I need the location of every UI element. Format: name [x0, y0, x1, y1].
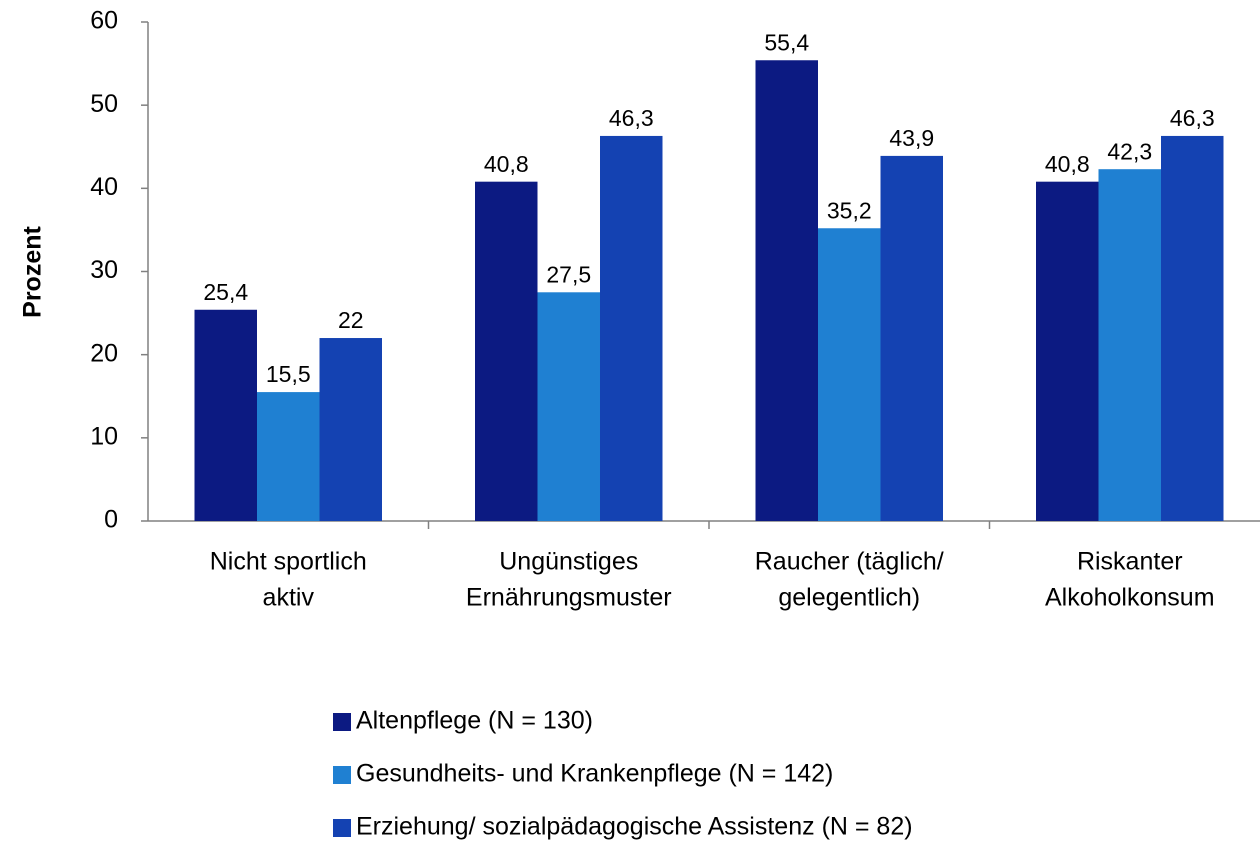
bar — [475, 181, 538, 521]
legend-swatch — [333, 713, 351, 731]
value-label: 46,3 — [1170, 105, 1215, 131]
bar — [537, 292, 600, 521]
y-axis-label: Prozent — [19, 225, 47, 317]
value-label: 55,4 — [764, 29, 809, 55]
y-tick-label: 50 — [90, 90, 118, 118]
value-label: 46,3 — [609, 105, 654, 131]
x-tick-label: Alkoholkonsum — [1045, 584, 1215, 612]
bar — [755, 60, 818, 522]
x-tick-label: Raucher (täglich/ — [755, 548, 944, 576]
bar — [600, 135, 663, 521]
legend-swatch — [333, 766, 351, 784]
x-tick-label: Nicht sportlich — [210, 548, 367, 576]
legend-label: Altenpflege (N = 130) — [356, 707, 593, 735]
bar — [880, 155, 943, 522]
bar — [1098, 169, 1161, 521]
bar — [1161, 135, 1224, 521]
x-tick-label: gelegentlich) — [778, 584, 920, 612]
value-label: 35,2 — [827, 197, 872, 223]
y-tick-label: 10 — [90, 422, 118, 450]
value-label: 42,3 — [1107, 138, 1152, 164]
bar — [818, 228, 881, 521]
x-tick-label: Ernährungsmuster — [466, 584, 672, 612]
y-tick-label: 0 — [104, 506, 118, 534]
y-tick-label: 60 — [90, 7, 118, 35]
bar — [194, 309, 257, 521]
x-tick-label: Riskanter — [1077, 548, 1183, 576]
legend-label: Gesundheits- und Krankenpflege (N = 142) — [356, 760, 833, 788]
y-tick-label: 40 — [90, 173, 118, 201]
value-label: 40,8 — [1045, 151, 1090, 177]
value-label: 22 — [338, 307, 364, 333]
bar — [1036, 181, 1099, 521]
y-tick-label: 30 — [90, 256, 118, 284]
bar — [319, 338, 382, 521]
x-tick-label: aktiv — [263, 584, 315, 612]
value-label: 43,9 — [889, 125, 934, 151]
value-label: 15,5 — [266, 361, 311, 387]
value-label: 27,5 — [546, 261, 591, 287]
x-tick-label: Ungünstiges — [499, 548, 638, 576]
value-label: 40,8 — [484, 151, 529, 177]
legend-swatch — [333, 819, 351, 837]
legend-label: Erziehung/ sozialpädagogische Assistenz … — [356, 813, 913, 841]
value-label: 25,4 — [203, 279, 248, 305]
bar — [257, 392, 320, 521]
y-tick-label: 20 — [90, 339, 118, 367]
